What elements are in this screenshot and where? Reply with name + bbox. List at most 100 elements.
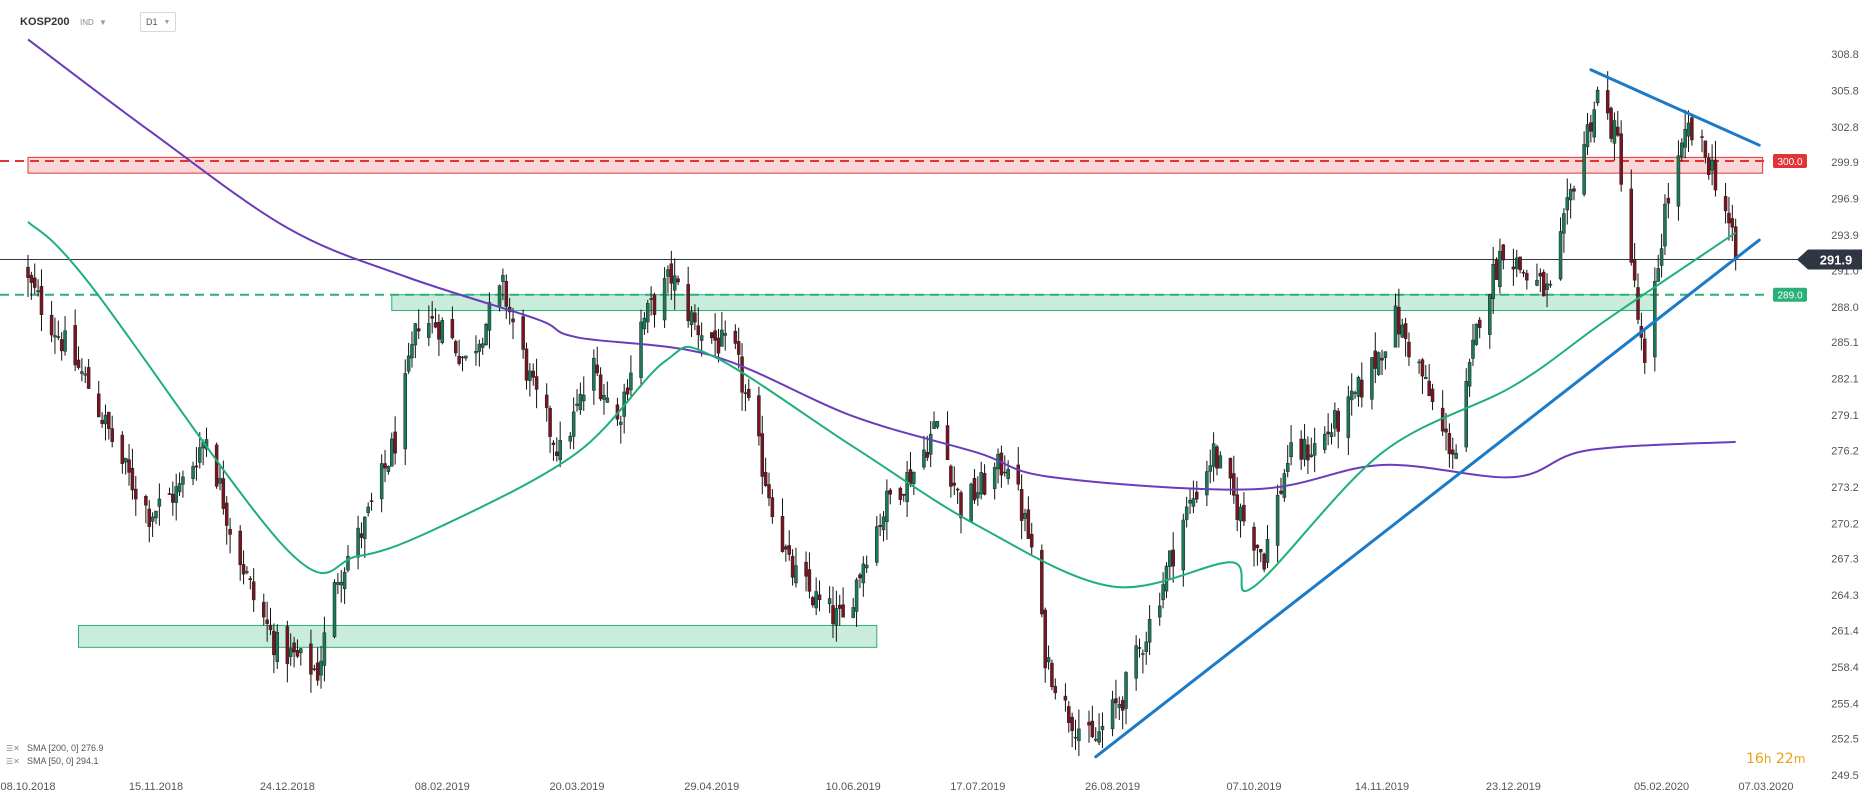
candle-body <box>1686 122 1691 137</box>
candle-body <box>693 312 697 323</box>
y-tick-label: 261.4 <box>1831 625 1859 637</box>
chevron-down-icon: ▼ <box>163 18 171 26</box>
candle-body <box>1541 271 1546 297</box>
candle-body <box>1353 392 1357 394</box>
candle-body <box>427 323 431 338</box>
candle-body <box>86 367 91 389</box>
x-tick-label: 23.12.2019 <box>1486 781 1541 793</box>
candle-body <box>1474 323 1479 345</box>
candle-body <box>1397 306 1401 335</box>
candle-body <box>1279 490 1283 494</box>
legend-sma50[interactable]: ☰✕ SMA [50, 0] 294.1 <box>6 756 99 766</box>
candle-body <box>53 335 57 338</box>
candle-body <box>979 472 983 495</box>
candle-body <box>1619 133 1623 185</box>
candle-body <box>804 561 808 577</box>
candle-body <box>1275 494 1280 546</box>
candle-body <box>1407 341 1411 358</box>
support-zone <box>391 294 1656 312</box>
candle-body <box>1100 726 1105 731</box>
x-tick-label: 17.07.2019 <box>950 781 1005 793</box>
candle-body <box>831 605 835 625</box>
x-tick-label: 15.11.2018 <box>129 781 183 793</box>
candle-body <box>676 278 680 283</box>
symbol-dropdown-icon[interactable]: ▼ <box>99 17 107 27</box>
candle-body <box>1073 736 1078 739</box>
candle-body <box>484 324 488 346</box>
legend-sma200[interactable]: ☰✕ SMA [200, 0] 276.9 <box>6 743 104 753</box>
candle-body <box>295 650 300 657</box>
candle-body <box>433 322 438 328</box>
candle-body <box>107 411 111 430</box>
candle-body <box>1124 672 1128 709</box>
candle-body <box>1370 357 1374 400</box>
candle-body <box>1663 203 1667 247</box>
candle-body <box>1393 305 1398 348</box>
candle-body <box>861 563 866 584</box>
candle-body <box>36 290 40 293</box>
candle-body <box>524 348 529 381</box>
candle-body <box>955 488 960 491</box>
legend-sma50-label: SMA [50, 0] 294.1 <box>27 756 99 766</box>
candle-body <box>1706 157 1711 176</box>
candle-body <box>595 364 599 374</box>
candle-body <box>1488 294 1492 335</box>
candle-body <box>1710 159 1714 171</box>
candle-body <box>457 355 461 364</box>
candle-body <box>814 591 818 609</box>
candle-body <box>1188 499 1192 504</box>
candle-body <box>1595 89 1600 104</box>
candle-body <box>1733 226 1738 260</box>
candle-body <box>56 336 61 338</box>
candle-body <box>413 323 418 346</box>
candle-body <box>100 419 104 424</box>
candle-body <box>551 442 556 445</box>
resistance-zone <box>27 156 1764 174</box>
candle-body <box>1195 491 1199 500</box>
candle-body <box>356 527 360 558</box>
candle-body <box>1336 410 1340 432</box>
candle-body <box>875 526 879 563</box>
candle-body <box>959 492 963 519</box>
candle-body <box>1259 548 1263 553</box>
symbol-label[interactable]: KOSP200 <box>20 16 70 28</box>
candle-body <box>992 467 997 489</box>
candle-body <box>238 530 242 566</box>
y-tick-label: 258.4 <box>1831 662 1859 674</box>
candle-body <box>437 321 441 340</box>
candle-body <box>1589 122 1593 132</box>
candle-body <box>154 510 158 519</box>
candle-body <box>952 482 957 486</box>
candle-body <box>1306 444 1310 461</box>
candle-body <box>1019 489 1024 521</box>
axis-layer: 308.8305.8302.8299.9296.9293.9291.0288.0… <box>0 49 1862 793</box>
candle-body <box>629 372 633 391</box>
candle-body <box>1511 266 1516 270</box>
sma-settings-icon[interactable]: ☰✕ <box>6 756 20 766</box>
candle-body <box>1067 706 1071 723</box>
candle-body <box>383 463 387 469</box>
candle-body <box>410 344 414 359</box>
candles-layer <box>26 71 1738 756</box>
candle-body <box>1242 504 1246 522</box>
y-tick-label: 305.8 <box>1831 85 1859 97</box>
legend-sma200-label: SMA [200, 0] 276.9 <box>27 743 104 753</box>
candle-body <box>1464 380 1468 448</box>
candle-body <box>1232 473 1236 496</box>
y-tick-label: 276.2 <box>1831 445 1859 457</box>
candle-body <box>1003 471 1007 474</box>
candle-body <box>1376 352 1381 375</box>
candle-body <box>76 359 81 368</box>
timeframe-select[interactable]: D1 ▼ <box>140 12 177 32</box>
candle-body <box>497 285 502 308</box>
sma-settings-icon[interactable]: ☰✕ <box>6 743 20 753</box>
candle-body <box>649 298 653 300</box>
candle-body <box>733 330 738 344</box>
candle-body <box>1262 553 1266 570</box>
candle-body <box>763 472 768 486</box>
candle-body <box>982 473 987 495</box>
support-level-badge: 289.0 <box>1777 291 1802 302</box>
candle-body <box>1525 273 1529 281</box>
candle-body <box>1427 380 1431 397</box>
